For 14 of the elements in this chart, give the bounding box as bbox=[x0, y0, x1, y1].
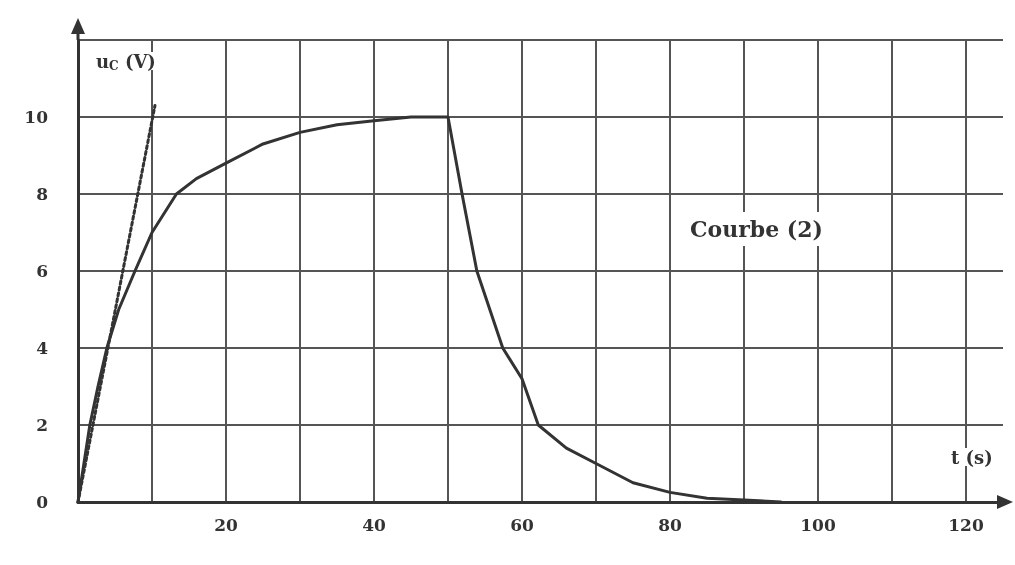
x-tick-label: 20 bbox=[214, 514, 238, 535]
x-tick-label: 80 bbox=[658, 514, 682, 535]
y-tick-label: 6 bbox=[36, 261, 48, 281]
annotation: Courbe (2) bbox=[680, 212, 833, 246]
x-axis-title: t (s) bbox=[951, 446, 993, 468]
y-tick-label: 10 bbox=[24, 107, 49, 127]
y-tick-label: 8 bbox=[36, 184, 48, 204]
x-tick-label: 120 bbox=[948, 514, 984, 535]
y-tick-label: 2 bbox=[36, 415, 48, 435]
x-tick-label: 60 bbox=[510, 514, 534, 535]
x-tick-label: 40 bbox=[362, 514, 386, 535]
y-tick-label: 0 bbox=[36, 492, 49, 512]
x-tick-label: 100 bbox=[800, 514, 836, 535]
y-tick-label: 4 bbox=[36, 338, 49, 358]
